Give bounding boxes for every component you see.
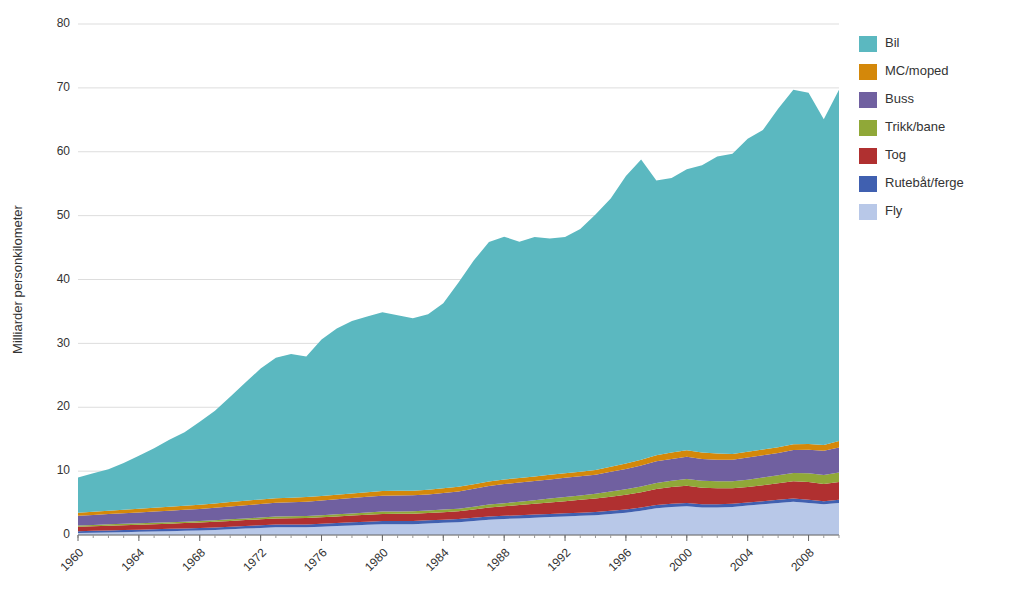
minor-tick (169, 535, 170, 538)
minor-tick (671, 535, 672, 538)
legend-swatch (859, 148, 877, 164)
x-tick-label: 1988 (484, 545, 513, 574)
minor-tick (154, 535, 155, 538)
minor-tick (717, 535, 718, 538)
minor-tick (412, 535, 413, 538)
minor-tick (823, 535, 824, 538)
y-tick-label: 0 (63, 527, 70, 541)
y-tick-label: 50 (57, 208, 71, 222)
minor-tick (549, 535, 550, 538)
minor-tick (458, 535, 459, 538)
x-tick-label: 1984 (423, 545, 452, 574)
grid-line (78, 87, 839, 88)
x-tick-label: 1964 (118, 545, 147, 574)
minor-tick (778, 535, 779, 538)
minor-tick (580, 535, 581, 538)
minor-tick (839, 535, 840, 538)
chart-container: 0 10 20 30 40 50 60 70 80 1960 1964 1968 1972 1976 198… (0, 0, 1024, 601)
x-tick-label: 1972 (240, 545, 269, 574)
x-tick (808, 535, 809, 541)
minor-tick (245, 535, 246, 538)
x-tick-label: 1980 (362, 545, 391, 574)
legend-swatch (859, 64, 877, 80)
minor-tick (275, 535, 276, 538)
legend-label: Bil (885, 35, 900, 50)
minor-tick (367, 535, 368, 538)
minor-tick (519, 535, 520, 538)
x-tick-label: 1992 (545, 545, 574, 574)
area (78, 90, 839, 513)
legend-label: Rutebåt/ferge (885, 175, 964, 190)
y-grid (78, 24, 839, 535)
grid-line (78, 151, 839, 152)
y-tick-label: 80 (57, 16, 71, 30)
x-tick (686, 535, 687, 541)
x-tick (138, 535, 139, 541)
chart-svg: 0 10 20 30 40 50 60 70 80 1960 1964 1968 1972 1976 198… (0, 0, 1024, 601)
minor-tick (610, 535, 611, 538)
x-tick (443, 535, 444, 541)
grid-line (78, 24, 839, 25)
minor-tick (762, 535, 763, 538)
x-tick-label: 2004 (727, 545, 756, 574)
legend-swatch (859, 92, 877, 108)
x-tick-label: 1968 (179, 545, 208, 574)
minor-tick (397, 535, 398, 538)
x-tick (504, 535, 505, 541)
y-tick-label: 10 (57, 463, 71, 477)
x-tick (260, 535, 261, 541)
x-tick-label: 1996 (605, 545, 634, 574)
y-tick-label: 30 (57, 336, 71, 350)
minor-tick (230, 535, 231, 538)
minor-tick (534, 535, 535, 538)
x-tick-label: 1960 (58, 545, 87, 574)
minor-tick (732, 535, 733, 538)
x-tick (78, 535, 79, 541)
x-tick (625, 535, 626, 541)
minor-tick (595, 535, 596, 538)
x-axis: 1960 1964 1968 1972 1976 1980 1984 1988 1992 1996… (58, 535, 839, 574)
x-tick (747, 535, 748, 541)
y-tick-label: 40 (57, 272, 71, 286)
minor-tick (184, 535, 185, 538)
legend: Bil MC/moped Buss Trikk/bane Tog Rutebåt/ferg… (859, 35, 964, 220)
legend-label: Trikk/bane (885, 119, 945, 134)
y-axis-label: Milliarder personkilometer (10, 204, 25, 353)
minor-tick (306, 535, 307, 538)
y-tick-label: 20 (57, 399, 71, 413)
areas (78, 90, 839, 535)
legend-label: Buss (885, 91, 914, 106)
x-tick-label: 2000 (666, 545, 695, 574)
legend-label: Fly (885, 203, 903, 218)
legend-swatch (859, 36, 877, 52)
y-tick-label: 60 (57, 144, 71, 158)
x-tick-label: 2008 (788, 545, 817, 574)
minor-tick (428, 535, 429, 538)
legend-label: MC/moped (885, 63, 949, 78)
minor-tick (93, 535, 94, 538)
x-tick (321, 535, 322, 541)
minor-tick (108, 535, 109, 538)
x-tick (565, 535, 566, 541)
x-tick (382, 535, 383, 541)
minor-tick (793, 535, 794, 538)
x-tick (199, 535, 200, 541)
minor-tick (473, 535, 474, 538)
minor-tick (488, 535, 489, 538)
minor-tick (123, 535, 124, 538)
minor-tick (702, 535, 703, 538)
minor-tick (214, 535, 215, 538)
minor-tick (351, 535, 352, 538)
legend-swatch (859, 120, 877, 136)
legend-swatch (859, 176, 877, 192)
x-tick-label: 1976 (301, 545, 330, 574)
minor-tick (336, 535, 337, 538)
y-axis: 0 10 20 30 40 50 60 70 80 (57, 16, 71, 541)
legend-label: Tog (885, 147, 906, 162)
y-tick-label: 70 (57, 80, 71, 94)
minor-tick (291, 535, 292, 538)
legend-swatch (859, 204, 877, 220)
minor-tick (641, 535, 642, 538)
minor-tick (656, 535, 657, 538)
